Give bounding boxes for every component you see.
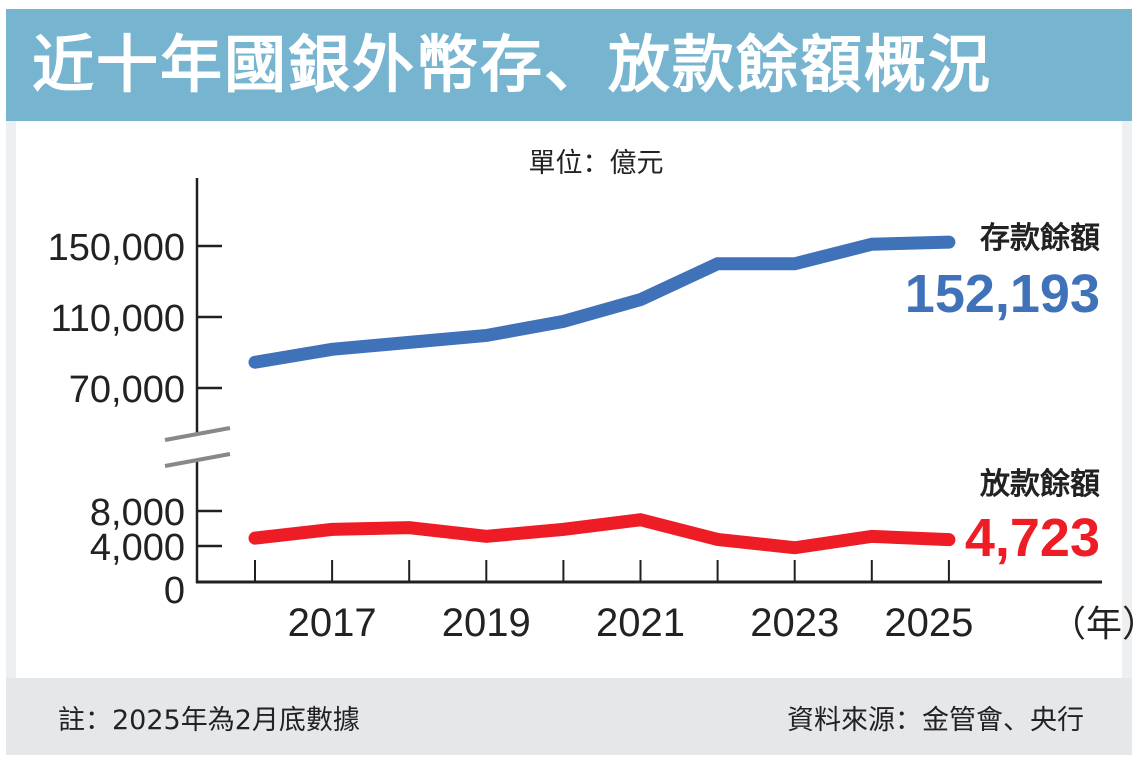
y-tick-label: 150,000 [48, 227, 185, 269]
y-tick-label: 0 [164, 570, 185, 612]
chart-title: 近十年國銀外幣存、放款餘額概況 [6, 9, 1132, 121]
footnote: 註：2025年為2月底數據 [58, 705, 360, 736]
source-note: 資料來源：金管會、央行 [787, 705, 1084, 736]
x-tick-label: 2019 [442, 601, 531, 645]
y-tick-label: 70,000 [69, 369, 185, 411]
axis-break-mark [164, 426, 231, 442]
y-tick-label: 4,000 [90, 527, 185, 569]
y-tick-label: 110,000 [50, 298, 185, 340]
x-tick-label: 2017 [288, 601, 377, 645]
x-tick-label: 2025 [884, 601, 973, 645]
series-name: 放款餘額 [979, 467, 1100, 502]
series-last-value: 4,723 [965, 508, 1100, 568]
series-name: 存款餘額 [980, 221, 1100, 256]
x-tick-label: 2021 [596, 601, 685, 645]
x-unit-label: （年） [1050, 604, 1138, 645]
footer: 註：2025年為2月底數據 資料來源：金管會、央行 [6, 678, 1132, 755]
y-tick-label: 8,000 [90, 492, 185, 534]
series-line-loan [248, 513, 956, 555]
x-tick-label: 2023 [750, 601, 839, 645]
chart-panel [16, 121, 1122, 678]
series-last-value: 152,193 [905, 264, 1100, 324]
series-line-deposit [248, 235, 956, 369]
unit-label: 單位：億元 [529, 148, 664, 179]
axis-break-mark [164, 452, 231, 468]
